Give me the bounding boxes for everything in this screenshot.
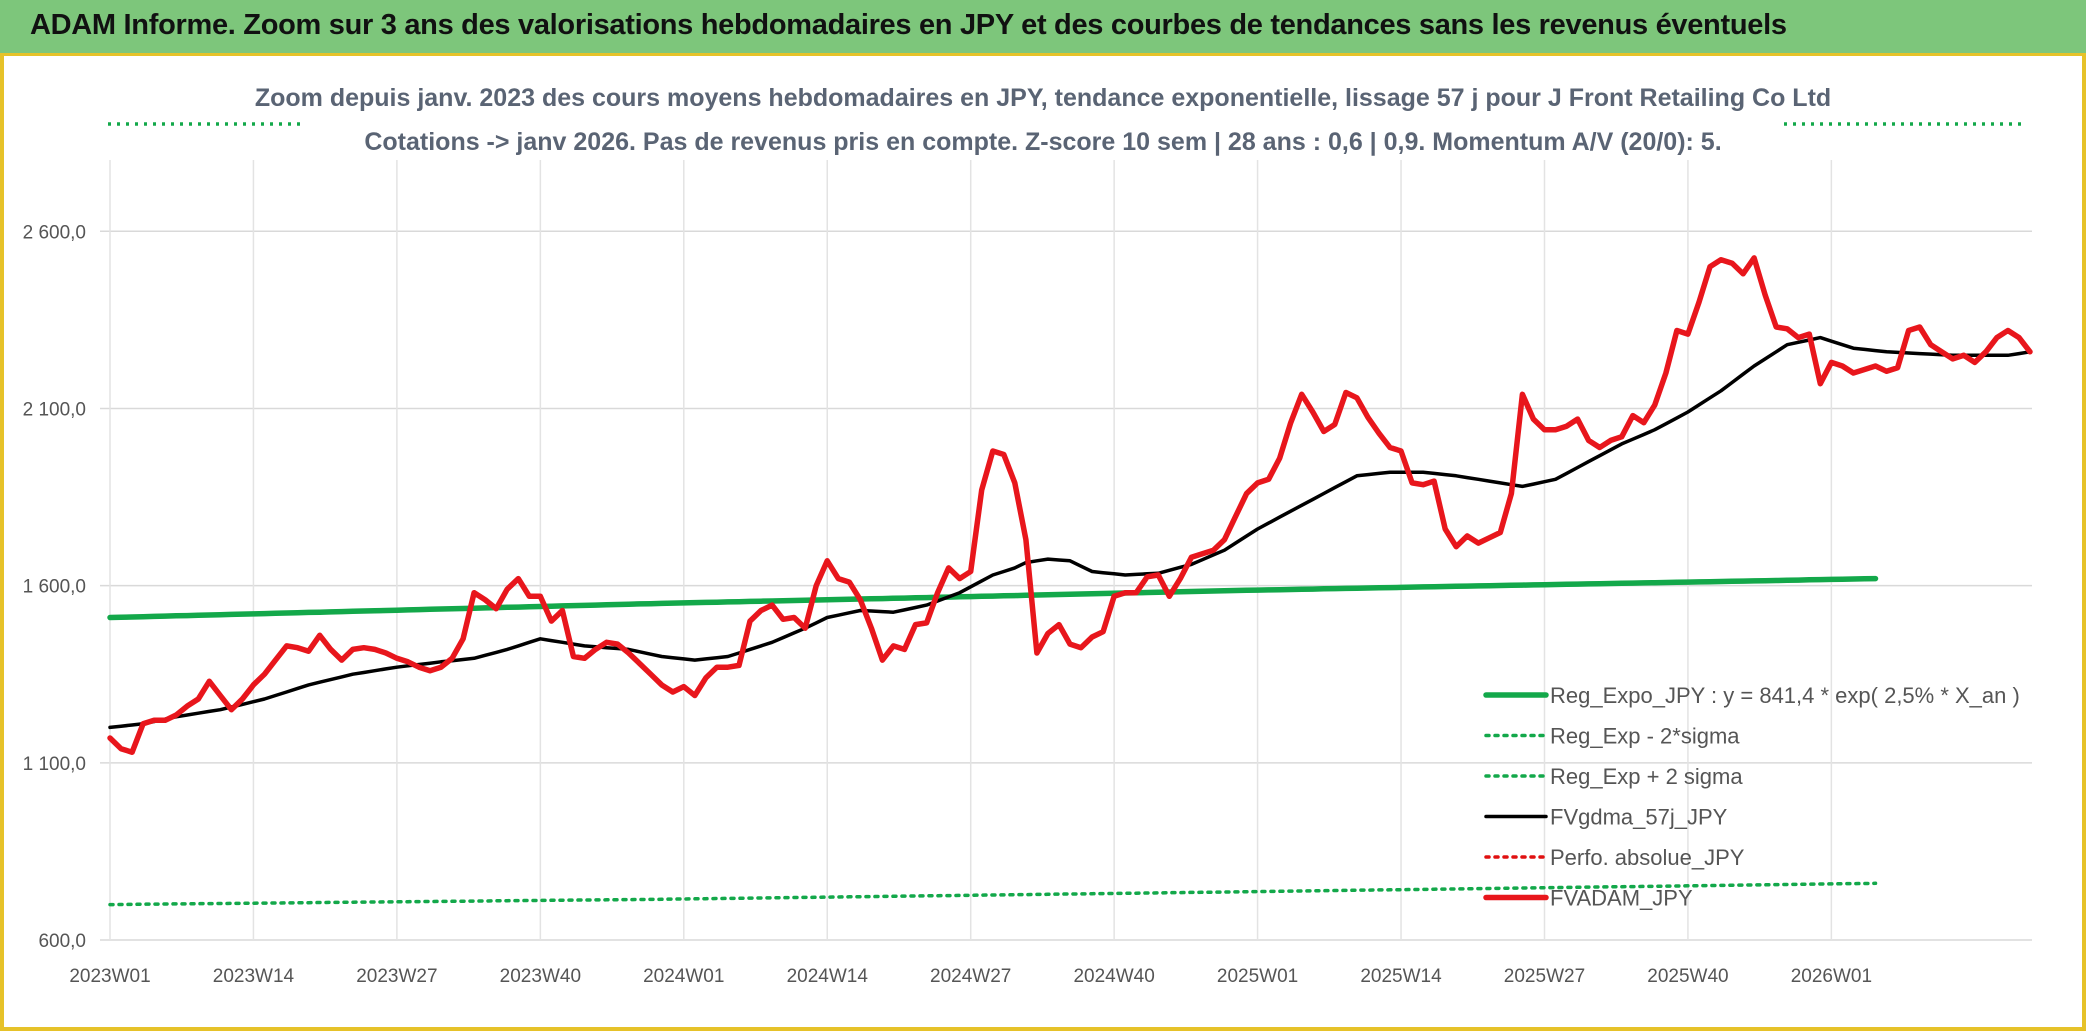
x-tick-label: 2024W01 [643, 966, 724, 987]
legend-label: Reg_Exp - 2*sigma [1550, 724, 1740, 749]
legend-label: FVADAM_JPY [1550, 886, 1693, 911]
x-tick-label: 2023W14 [213, 966, 295, 987]
legend-label: FVgdma_57j_JPY [1550, 805, 1728, 830]
legend-label: Reg_Expo_JPY : y = 841,4 * exp( 2,5% * X… [1550, 683, 2020, 708]
legend-label: Reg_Exp + 2 sigma [1550, 764, 1743, 789]
y-tick-label: 2 600,0 [23, 222, 86, 243]
report-banner: ADAM Informe. Zoom sur 3 ans des valoris… [0, 0, 2086, 56]
x-tick-label: 2025W27 [1504, 966, 1585, 987]
x-tick-label: 2024W14 [787, 966, 869, 987]
series-line [108, 335, 2032, 730]
x-tick-label: 2025W40 [1647, 966, 1728, 987]
x-tick-label: 2026W01 [1791, 966, 1872, 987]
y-tick-label: 2 100,0 [23, 399, 86, 420]
chart-frame [0, 56, 2086, 1031]
x-tick-label: 2024W40 [1073, 966, 1154, 987]
x-tick-label: 2024W27 [930, 966, 1011, 987]
x-tick-label: 2023W01 [69, 966, 150, 987]
legend-label: Perfo. absolue_JPY [1550, 845, 1745, 870]
series-line [108, 881, 1878, 907]
chart-title: Zoom depuis janv. 2023 des cours moyens … [254, 84, 1832, 112]
x-tick-label: 2025W01 [1217, 966, 1298, 987]
x-tick-label: 2025W14 [1360, 966, 1442, 987]
series-line [107, 575, 1879, 621]
report-title: ADAM Informe. Zoom sur 3 ans des valoris… [30, 9, 1787, 41]
chart-subtitle: Cotations -> janv 2026. Pas de revenus p… [364, 128, 1722, 156]
x-tick-label: 2023W40 [500, 966, 581, 987]
y-tick-label: 1 600,0 [23, 577, 86, 598]
x-tick-label: 2023W27 [356, 966, 437, 987]
y-tick-label: 1 100,0 [23, 754, 86, 775]
series-line [107, 255, 2033, 755]
y-tick-label: 600,0 [38, 931, 86, 952]
